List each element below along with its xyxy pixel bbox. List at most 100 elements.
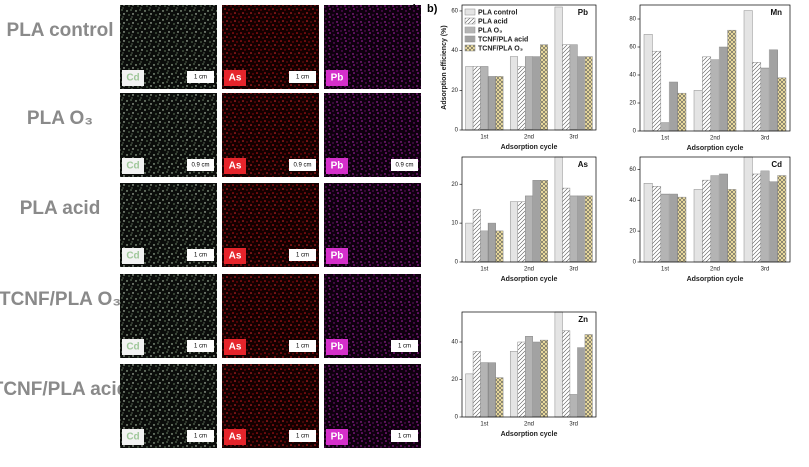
bar (702, 179, 712, 263)
y-tick-label: 20 (451, 182, 458, 188)
bar (752, 62, 762, 132)
bar (524, 195, 534, 263)
bar (532, 180, 541, 263)
x-tick-label: 2nd (710, 136, 720, 142)
legend-swatch (464, 17, 476, 25)
bar (472, 209, 481, 263)
bar (532, 56, 541, 131)
y-tick-label: 20 (629, 101, 636, 107)
scale-box (289, 430, 316, 442)
bar (495, 377, 504, 418)
element-label: Cd (126, 342, 139, 353)
scale-box (289, 249, 316, 261)
element-box (122, 429, 144, 445)
bar (472, 351, 481, 418)
y-tick-label: 60 (451, 9, 458, 15)
bar (668, 81, 678, 132)
plot-frame (461, 156, 597, 263)
y-tick-label: 40 (451, 48, 458, 54)
bar (660, 193, 670, 263)
y-tick-label: 40 (629, 198, 636, 204)
element-label: Pb (331, 251, 344, 262)
row-label: PLA O₃ (27, 108, 93, 129)
scale-box (289, 159, 316, 171)
bar (777, 175, 787, 263)
bar (540, 180, 549, 263)
y-tick-label: 20 (629, 229, 636, 235)
bar (465, 66, 474, 131)
element-label: Pb (331, 161, 344, 172)
bar (562, 44, 571, 131)
element-box (122, 339, 144, 355)
bar (540, 339, 549, 418)
x-tick-label: 1st (480, 422, 488, 428)
plot-frame (461, 4, 597, 131)
bar (487, 76, 496, 131)
bar (727, 189, 737, 263)
legend-label: PLA acid (478, 18, 508, 25)
x-tick-label: 3rd (761, 136, 770, 142)
scale-box (187, 340, 214, 352)
bar (710, 59, 720, 132)
bar (562, 330, 571, 418)
scale-label: 1 cm (398, 344, 411, 350)
scale-box (391, 430, 418, 442)
y-tick-label: 80 (629, 17, 636, 23)
element-label: Cd (126, 251, 139, 262)
bar (743, 156, 753, 263)
element-box (224, 70, 246, 86)
legend-label: TCNF/PLA O₃ (478, 45, 523, 52)
bar (517, 66, 526, 131)
bar (517, 341, 526, 418)
element-box (326, 429, 348, 445)
panel-label: b) (427, 3, 438, 15)
row-label: PLA acid (20, 198, 101, 219)
x-tick-label: 1st (661, 267, 669, 273)
bar (768, 49, 778, 132)
element-label: As (229, 432, 242, 443)
bar (487, 362, 496, 418)
legend-label: PLA O₃ (478, 27, 502, 34)
scale-box (289, 340, 316, 352)
bar (480, 66, 489, 131)
bar (643, 34, 653, 132)
element-label: As (229, 342, 242, 353)
element-label: Cd (126, 73, 139, 84)
x-axis-label: Adsorption cycle (687, 276, 744, 283)
bar (652, 186, 662, 263)
row-label: PLA control (7, 20, 114, 41)
element-box (326, 158, 348, 174)
bar (584, 334, 593, 418)
y-tick-label: 10 (451, 221, 458, 227)
legend-swatch (464, 26, 476, 34)
legend-label: PLA control (478, 9, 517, 16)
scale-box (187, 430, 214, 442)
element-box (326, 248, 348, 264)
chart-title: Pb (578, 8, 588, 17)
plot-frame (639, 4, 791, 132)
element-box (224, 158, 246, 174)
bar (760, 170, 770, 263)
bar (718, 46, 728, 132)
chart-title: As (578, 160, 589, 169)
scale-box (391, 159, 418, 171)
y-tick-label: 60 (629, 45, 636, 51)
bar (584, 56, 593, 131)
y-tick-label: 40 (451, 340, 458, 346)
scale-box (187, 71, 214, 83)
bar (768, 181, 778, 263)
bar (677, 196, 687, 263)
bar (495, 76, 504, 131)
x-tick-label: 3rd (569, 267, 578, 273)
x-tick-label: 2nd (524, 267, 534, 273)
bar (465, 222, 474, 263)
bar (509, 201, 518, 263)
y-tick-label: 0 (455, 415, 459, 421)
bar (577, 347, 586, 418)
y-tick-label: 0 (633, 129, 637, 135)
scale-label: 1 cm (194, 75, 207, 81)
bar (524, 56, 534, 131)
x-axis-label: Adsorption cycle (501, 144, 558, 151)
element-box (224, 429, 246, 445)
x-tick-label: 2nd (710, 267, 720, 273)
